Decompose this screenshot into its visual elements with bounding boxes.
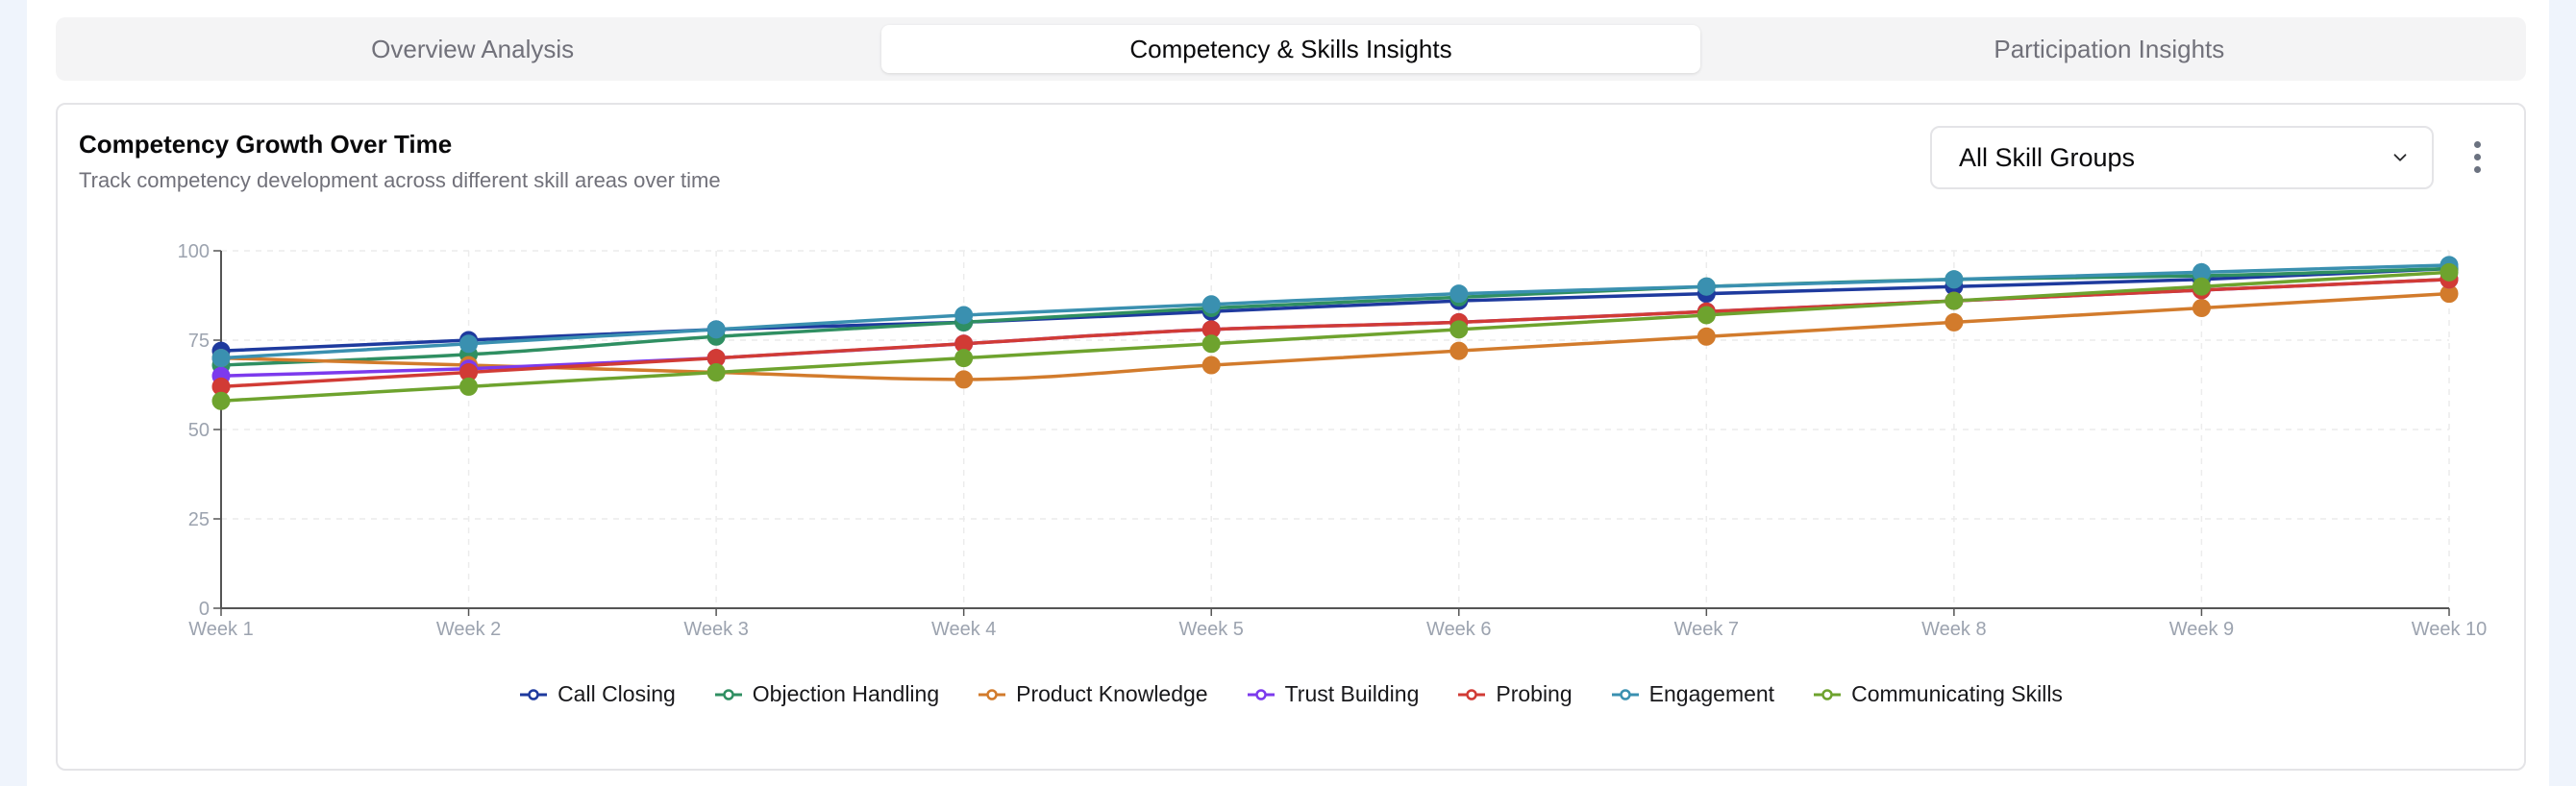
legend-item-trust-building[interactable]: Trust Building bbox=[1247, 681, 1420, 707]
legend-line-marker-icon bbox=[1611, 688, 1639, 700]
legend-line-marker-icon bbox=[978, 688, 1006, 700]
y-tick-label: 50 bbox=[188, 420, 210, 441]
legend-item-call-closing[interactable]: Call Closing bbox=[519, 681, 676, 707]
legend-label: Objection Handling bbox=[752, 681, 940, 706]
tab-participation-insights[interactable]: Participation Insights bbox=[1994, 34, 2225, 63]
legend-item-objection-handling[interactable]: Objection Handling bbox=[714, 681, 939, 707]
x-tick-label: Week 1 bbox=[188, 619, 253, 640]
more-vertical-icon-dot bbox=[2473, 140, 2481, 148]
series-line-communicating-skills bbox=[220, 270, 2450, 403]
card-title: Competency Growth Over Time bbox=[79, 130, 453, 159]
series-line-call-closing bbox=[220, 266, 2450, 353]
x-tick-label: Week 2 bbox=[436, 619, 501, 640]
data-point-communicating-skills bbox=[2192, 277, 2211, 296]
series-line-product-knowledge bbox=[220, 291, 2450, 381]
tab-competency-skills-insights[interactable]: Competency & Skills Insights bbox=[881, 25, 1700, 73]
legend-line-marker-icon bbox=[1458, 688, 1486, 700]
chart-legend: Call Closing Objection Handling Product Kn… bbox=[58, 681, 2524, 707]
data-point-engagement bbox=[1944, 270, 1964, 289]
legend-line-marker-icon bbox=[520, 688, 548, 700]
card-subtitle: Track competency development across diff… bbox=[79, 168, 721, 192]
series-line-engagement bbox=[220, 263, 2450, 360]
legend-label: Call Closing bbox=[557, 681, 676, 706]
data-point-communicating-skills bbox=[1944, 291, 1964, 310]
x-tick-label: Week 10 bbox=[2412, 619, 2488, 640]
competency-growth-card: Competency Growth Over Time Track compet… bbox=[56, 103, 2526, 771]
data-point-product-knowledge bbox=[1944, 312, 1964, 332]
data-point-engagement bbox=[706, 320, 726, 339]
data-point-communicating-skills bbox=[1697, 306, 1716, 325]
legend-line-marker-icon bbox=[1814, 688, 1842, 700]
chevron-down-icon bbox=[2393, 154, 2407, 161]
series-points bbox=[211, 256, 2459, 410]
data-point-product-knowledge bbox=[2192, 299, 2211, 318]
x-tick-label: Week 9 bbox=[2169, 619, 2234, 640]
series-line-probing bbox=[220, 278, 2450, 389]
legend-label: Probing bbox=[1496, 681, 1573, 706]
data-point-engagement bbox=[1697, 277, 1716, 296]
data-point-engagement bbox=[459, 334, 479, 354]
tab-bar: Overview Analysis Competency & Skills In… bbox=[56, 17, 2526, 81]
skill-group-select-value: All Skill Groups bbox=[1959, 142, 2136, 172]
x-tick-label: Week 8 bbox=[1921, 619, 1986, 640]
data-point-product-knowledge bbox=[954, 370, 974, 389]
more-vertical-icon-dot bbox=[2473, 165, 2481, 173]
x-tick-label: Week 5 bbox=[1178, 619, 1243, 640]
more-options-button[interactable] bbox=[2461, 134, 2493, 180]
data-point-engagement bbox=[954, 306, 974, 325]
legend-item-product-knowledge[interactable]: Product Knowledge bbox=[978, 681, 1208, 707]
data-point-communicating-skills bbox=[706, 362, 726, 381]
legend-label: Communicating Skills bbox=[1851, 681, 2063, 706]
axes: 0 25 50 75 100 Week 1 Week 2 Week 3 Week 4 Week 5… bbox=[178, 241, 2488, 640]
tab-overview-analysis[interactable]: Overview Analysis bbox=[371, 34, 575, 63]
data-point-product-knowledge bbox=[1201, 356, 1221, 375]
data-point-communicating-skills bbox=[459, 377, 479, 396]
data-point-communicating-skills bbox=[954, 349, 974, 368]
series-line-objection-handling bbox=[220, 266, 2450, 367]
data-point-communicating-skills bbox=[1449, 320, 1469, 339]
x-tick-label: Week 6 bbox=[1426, 619, 1491, 640]
legend-item-communicating-skills[interactable]: Communicating Skills bbox=[1813, 681, 2063, 707]
data-point-engagement bbox=[1449, 284, 1469, 304]
legend-label: Engagement bbox=[1648, 681, 1775, 706]
x-tick-label: Week 4 bbox=[931, 619, 996, 640]
data-point-product-knowledge bbox=[1697, 327, 1716, 346]
y-tick-label: 100 bbox=[178, 241, 210, 262]
data-point-communicating-skills bbox=[2440, 262, 2459, 282]
skill-group-select[interactable]: All Skill Groups bbox=[1930, 126, 2434, 189]
grid-lines bbox=[221, 250, 2450, 608]
data-point-communicating-skills bbox=[1201, 334, 1221, 354]
x-tick-label: Week 7 bbox=[1674, 619, 1739, 640]
legend-line-marker-icon bbox=[1247, 688, 1275, 700]
legend-item-engagement[interactable]: Engagement bbox=[1611, 681, 1774, 707]
legend-label: Product Knowledge bbox=[1016, 681, 1208, 706]
data-point-communicating-skills bbox=[211, 391, 231, 410]
legend-item-probing[interactable]: Probing bbox=[1457, 681, 1573, 707]
y-tick-label: 0 bbox=[199, 599, 210, 620]
legend-label: Trust Building bbox=[1284, 681, 1420, 706]
x-tick-label: Week 3 bbox=[683, 619, 748, 640]
y-tick-label: 75 bbox=[188, 331, 210, 352]
data-point-engagement bbox=[1201, 295, 1221, 314]
page-content: Overview Analysis Competency & Skills In… bbox=[27, 0, 2549, 786]
data-point-engagement bbox=[211, 349, 231, 368]
more-vertical-icon-dot bbox=[2473, 153, 2481, 160]
data-point-product-knowledge bbox=[1449, 341, 1469, 360]
line-chart: 0 25 50 75 100 Week 1 Week 2 Week 3 Week 4 Week 5… bbox=[178, 241, 2488, 640]
series-lines bbox=[220, 263, 2450, 403]
legend-line-marker-icon bbox=[714, 688, 742, 700]
y-tick-label: 25 bbox=[188, 509, 210, 530]
